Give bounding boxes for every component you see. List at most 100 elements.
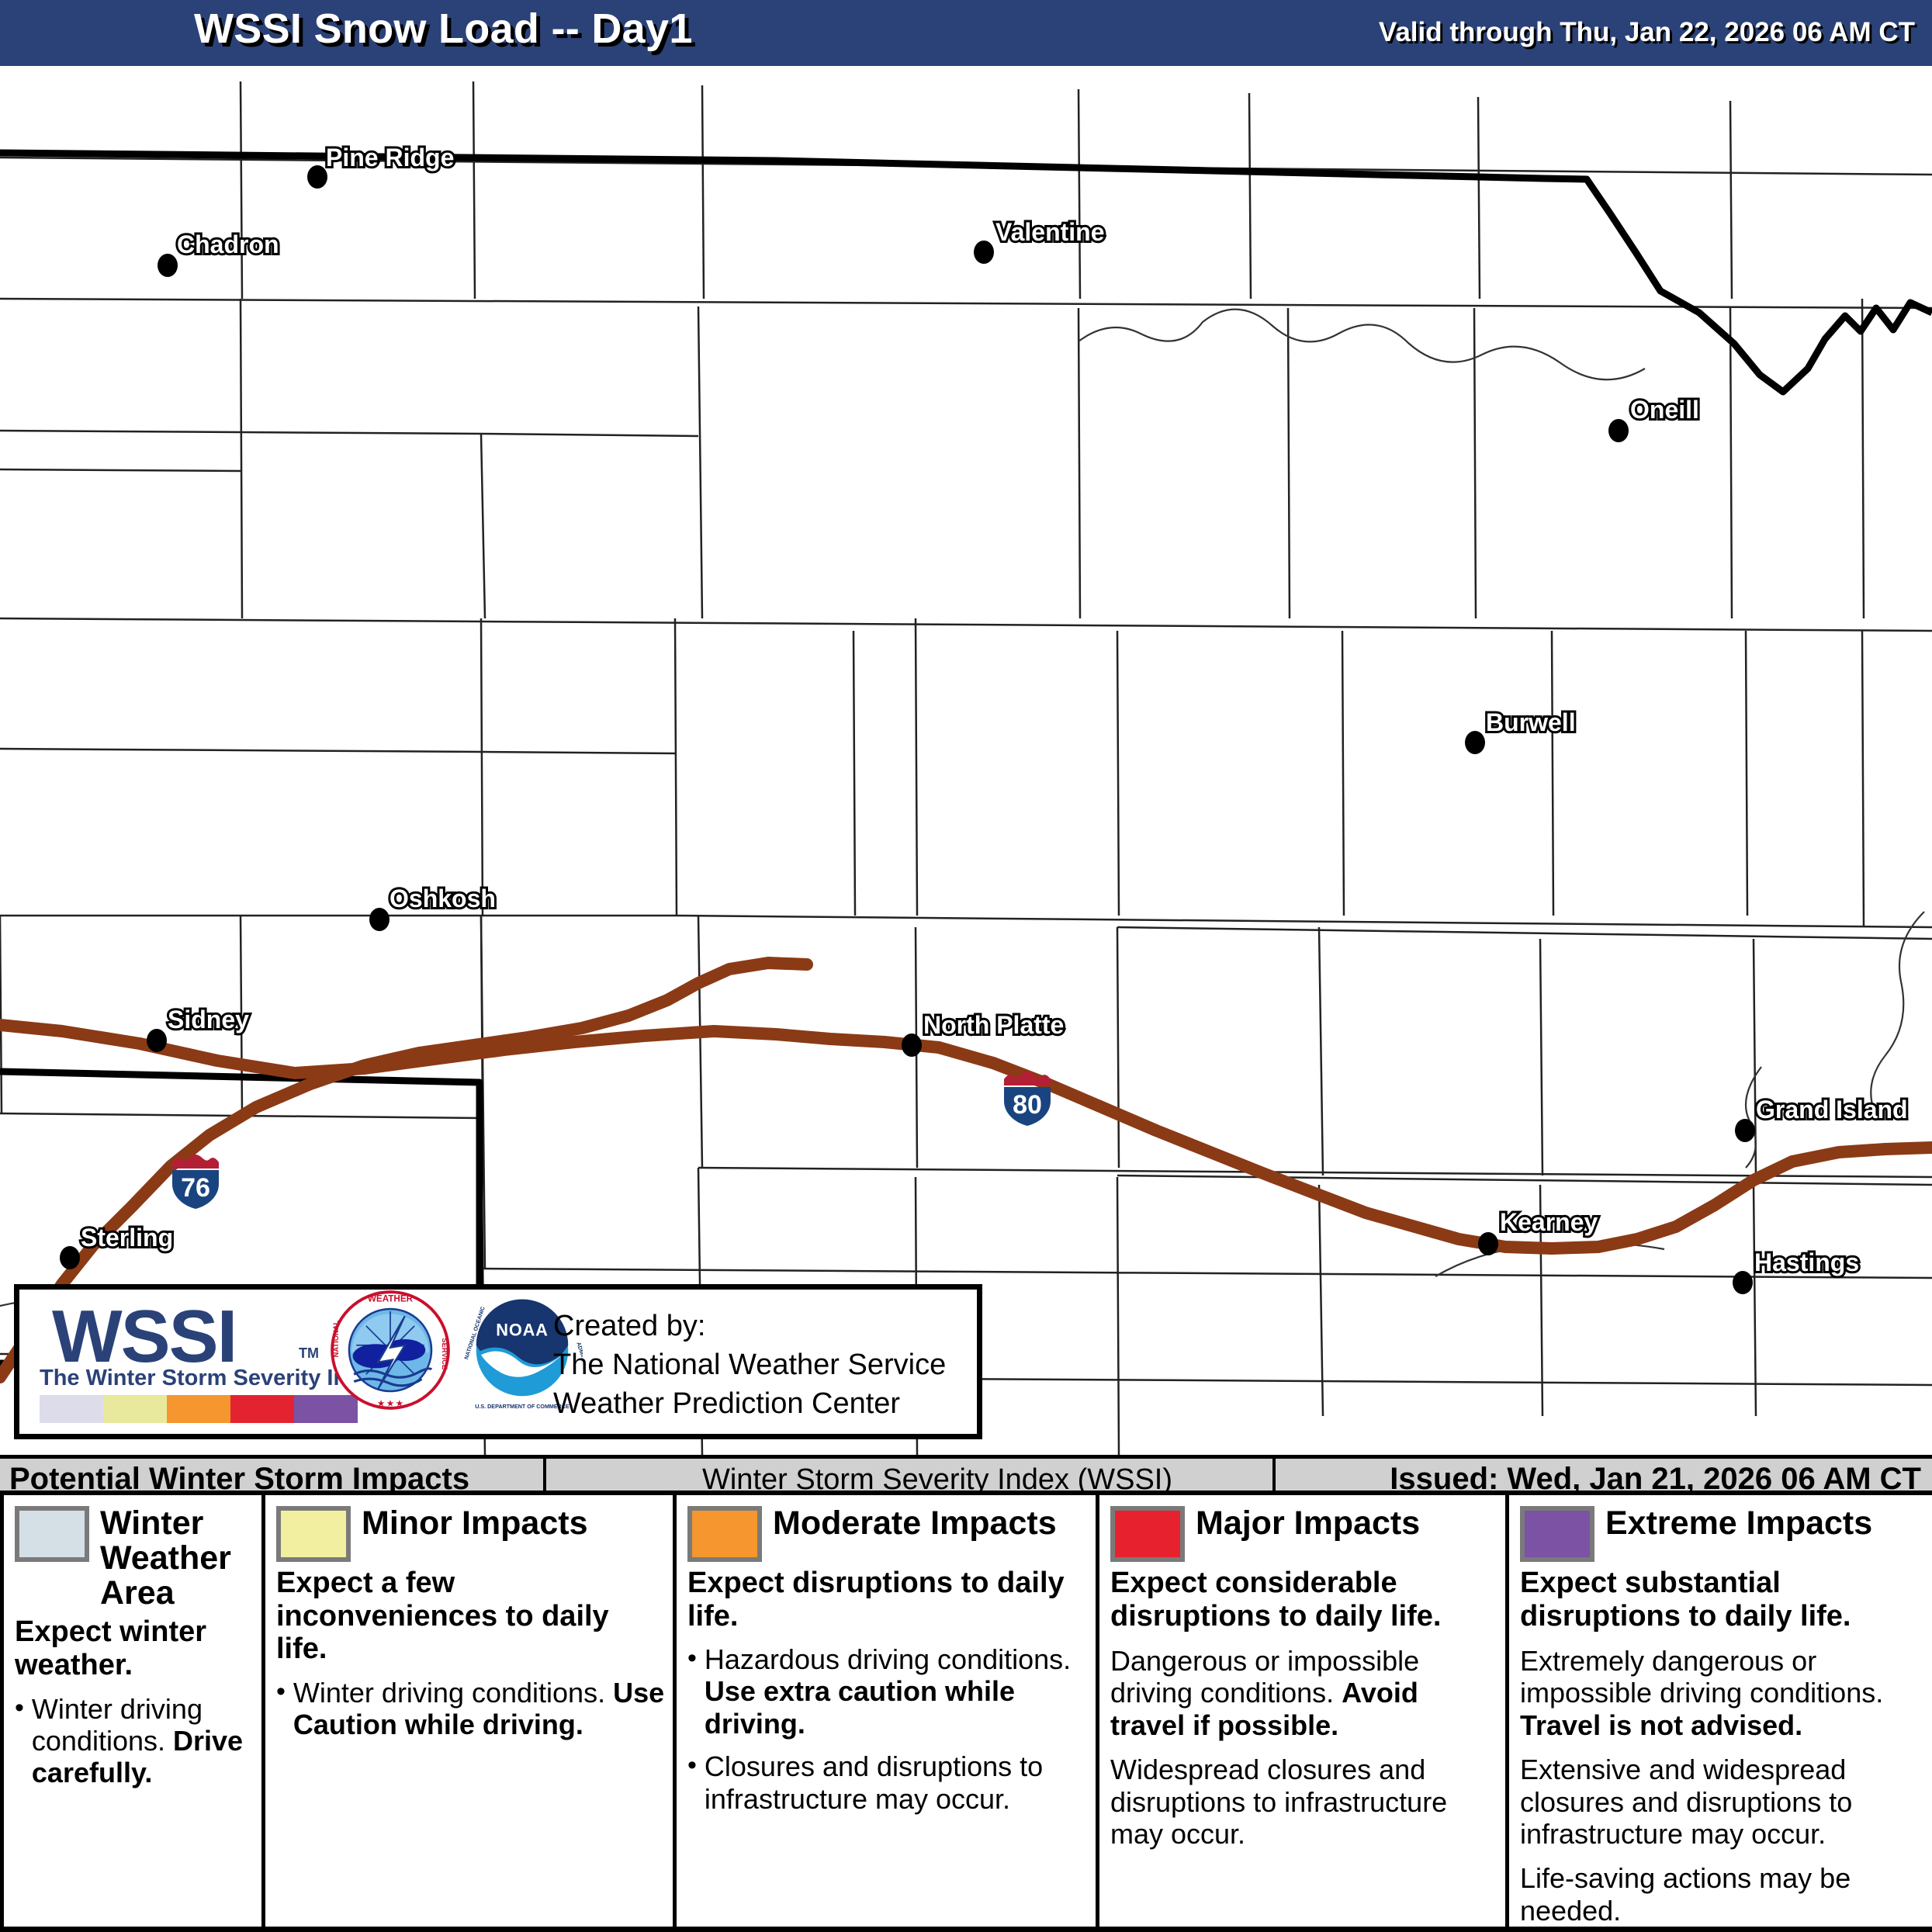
wssi-severity-color-bar <box>40 1395 358 1423</box>
legend-column-winter-weather-area[interactable]: Winter Weather Area Expect winter weathe… <box>0 1495 265 1927</box>
legend-para-extreme-impacts-3: Life-saving actions may be needed. <box>1520 1862 1851 1927</box>
legend-column-minor-impacts[interactable]: Minor Impacts Expect a few inconvenience… <box>265 1495 677 1927</box>
legend-column-major-impacts[interactable]: Major Impacts Expect considerable disrup… <box>1099 1495 1509 1927</box>
graybar-divider-2 <box>1272 1459 1276 1494</box>
city-dot-sterling[interactable] <box>60 1246 80 1269</box>
legend-bullet-text: Hazardous driving conditions. <box>704 1643 1072 1676</box>
potential-impacts-title: Potential Winter Storm Impacts <box>9 1462 470 1496</box>
city-label-oshkosh: Oshkosh <box>387 882 498 915</box>
color-bar-minor <box>103 1395 167 1423</box>
impact-legend: Winter Weather Area Expect winter weathe… <box>0 1495 1932 1932</box>
legend-category-minor-impacts: Minor Impacts <box>362 1504 588 1542</box>
legend-para-major-impacts-2: Widespread closures and disruptions to i… <box>1110 1754 1448 1851</box>
city-dot-north-platte[interactable] <box>902 1034 922 1057</box>
bullet-dot-icon: • <box>687 1750 697 1781</box>
bullet-dot-icon: • <box>687 1643 697 1674</box>
color-bar-major <box>230 1395 294 1423</box>
legend-bullet-bold: Use extra caution while driving. <box>704 1675 1016 1740</box>
county-boundaries <box>0 81 1932 1455</box>
city-label-sidney: Sidney <box>165 1003 251 1036</box>
swatch-extreme-impacts <box>1520 1506 1594 1562</box>
river-lines <box>0 308 1925 1307</box>
legend-category-major-impacts: Major Impacts <box>1196 1504 1421 1542</box>
city-label-grand-island: Grand Island <box>1754 1093 1910 1126</box>
bullet-dot-icon: • <box>15 1692 24 1723</box>
valid-through-text: Valid through Thu, Jan 22, 2026 06 AM CT <box>1378 17 1915 47</box>
swatch-minor-impacts <box>276 1506 351 1562</box>
city-dot-oneill[interactable] <box>1608 419 1629 442</box>
legend-para-extreme-impacts-2: Extensive and widespread closures and di… <box>1520 1754 1853 1851</box>
legend-headline-winter-weather-area: Expect winter weather. <box>15 1615 207 1681</box>
city-label-north-platte: North Platte <box>921 1009 1066 1041</box>
interstate-shield-80-number: 80 <box>1013 1090 1042 1120</box>
city-label-valentine: Valentine <box>993 216 1106 248</box>
wssi-subtitle: Winter Storm Severity Index (WSSI) <box>702 1463 1173 1496</box>
city-dot-pine-ridge[interactable] <box>307 165 327 189</box>
city-label-burwell: Burwell <box>1484 706 1578 739</box>
city-dot-grand-island[interactable] <box>1735 1119 1755 1142</box>
city-label-chadron: Chadron <box>175 228 282 261</box>
swatch-winter-weather-area <box>15 1506 89 1562</box>
legend-bullet-text: Winter driving conditions. <box>31 1692 203 1757</box>
legend-para-major-impacts-1: Dangerous or impossible driving conditio… <box>1110 1645 1497 1741</box>
legend-bullet-winter-weather-area-1: • Winter driving conditions. Drive caref… <box>15 1693 254 1789</box>
legend-headline-extreme-impacts: Expect substantial disruptions to daily … <box>1520 1567 1851 1633</box>
interstate-shield-80-icon <box>1004 1072 1051 1126</box>
legend-title-bar: Potential Winter Storm Impacts Winter St… <box>0 1455 1932 1496</box>
legend-category-winter-weather-area: Winter Weather Area <box>100 1504 231 1612</box>
created-by-block: Created by: The National Weather Service… <box>553 1307 946 1423</box>
city-dot-burwell[interactable] <box>1465 731 1485 754</box>
interstate-shield-76-icon <box>172 1155 219 1209</box>
legend-bullet-moderate-impacts-1: • Hazardous driving conditions. Use extr… <box>687 1643 1088 1740</box>
nws-seal-icon: WEATHER ★ ★ ★ NATIONAL SERVICE <box>331 1290 450 1410</box>
legend-para-text: Extremely dangerous or impossible drivin… <box>1520 1645 1884 1709</box>
city-dot-hastings[interactable] <box>1733 1271 1753 1294</box>
created-by-line-3: Weather Prediction Center <box>553 1387 901 1421</box>
city-dot-chadron[interactable] <box>158 254 178 277</box>
created-by-line-1: Created by: <box>553 1310 706 1342</box>
city-label-sterling: Sterling <box>78 1221 175 1254</box>
bullet-dot-icon: • <box>276 1676 286 1706</box>
interstate-highway-lines <box>0 957 1932 1383</box>
city-dot-oshkosh[interactable] <box>369 908 390 931</box>
interstate-shield-76-number: 76 <box>181 1173 210 1203</box>
legend-bullet-bold: Use Caution while driving. <box>293 1676 665 1741</box>
svg-text:★ ★ ★: ★ ★ ★ <box>378 1400 403 1408</box>
city-dot-kearney[interactable] <box>1478 1232 1498 1255</box>
legend-column-moderate-impacts[interactable]: Moderate Impacts Expect disruptions to d… <box>677 1495 1099 1927</box>
legend-headline-minor-impacts: Expect a few inconveniences to daily lif… <box>276 1567 609 1666</box>
city-dot-sidney[interactable] <box>147 1029 167 1052</box>
city-label-hastings: Hastings <box>1752 1246 1861 1279</box>
color-bar-extreme <box>294 1395 358 1423</box>
wssi-tagline: The Winter Storm Severity Index <box>40 1366 386 1390</box>
legend-category-moderate-impacts: Moderate Impacts <box>773 1504 1057 1542</box>
legend-bullet-bold: Drive carefully. <box>31 1724 244 1789</box>
legend-bullet-moderate-impacts-2: • Closures and disruptions to infrastruc… <box>687 1750 1088 1815</box>
created-by-line-2: The National Weather Service <box>553 1349 947 1382</box>
city-label-oneill: Oneill <box>1628 393 1702 426</box>
legend-headline-moderate-impacts: Expect disruptions to daily life. <box>687 1567 1065 1633</box>
header-bar: WSSI Snow Load -- Day1 Valid through Thu… <box>0 0 1932 66</box>
swatch-major-impacts <box>1110 1506 1185 1562</box>
map-geometry <box>0 81 1932 1455</box>
issued-text: Issued: Wed, Jan 21, 2026 06 AM CT <box>1390 1462 1921 1496</box>
wssi-credit-box: WSSI TM The Winter Storm Severity Index <box>14 1284 982 1439</box>
noaa-seal-icon: NOAA NATIONAL OCEANIC ADMINISTRATION U.S… <box>463 1292 583 1410</box>
swatch-moderate-impacts <box>687 1506 762 1562</box>
legend-para-bold: Avoid travel if possible. <box>1110 1677 1418 1741</box>
interstate-shield-80[interactable]: 80 <box>1001 1068 1054 1127</box>
legend-para-bold: Travel is not advised. <box>1520 1709 1803 1741</box>
color-bar-winter-weather <box>40 1395 103 1423</box>
interstate-shield-76[interactable]: 76 <box>169 1151 222 1210</box>
legend-bullet-minor-impacts-1: • Winter driving conditions. Use Caution… <box>276 1677 665 1741</box>
legend-bullet-text: Closures and disruptions to infrastructu… <box>704 1750 1044 1815</box>
legend-column-extreme-impacts[interactable]: Extreme Impacts Expect substantial disru… <box>1509 1495 1932 1927</box>
city-label-kearney: Kearney <box>1497 1206 1600 1238</box>
map-canvas[interactable]: Pine Ridge Chadron Valentine Oneill Burw… <box>0 66 1932 1455</box>
city-label-pine-ridge: Pine Ridge <box>324 141 456 174</box>
svg-text:U.S. DEPARTMENT OF COMMERCE: U.S. DEPARTMENT OF COMMERCE <box>475 1404 570 1410</box>
city-dot-valentine[interactable] <box>974 241 994 264</box>
legend-para-text: Dangerous or impossible driving conditio… <box>1110 1645 1420 1709</box>
svg-text:SERVICE: SERVICE <box>441 1338 448 1369</box>
